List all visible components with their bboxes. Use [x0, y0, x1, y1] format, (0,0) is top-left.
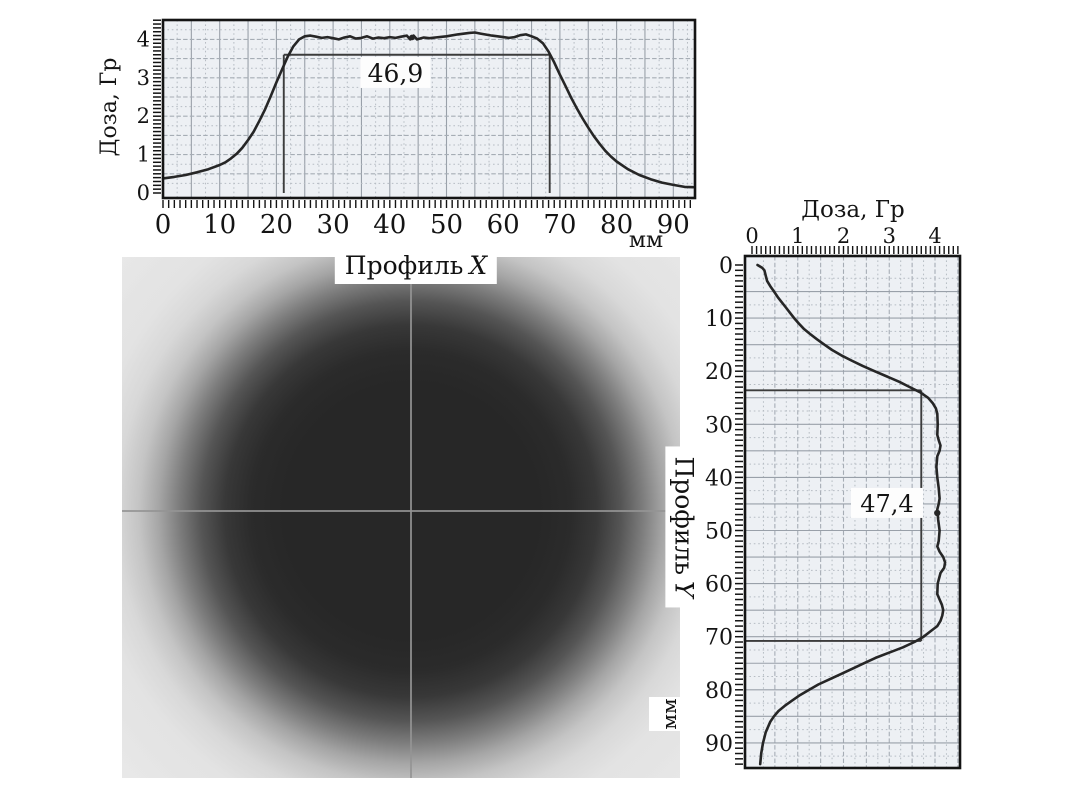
axes-y-chart [735, 246, 962, 770]
svg-text:60: 60 [487, 210, 520, 240]
annotation-46-9: 46,9 [360, 56, 431, 88]
svg-text:90: 90 [705, 732, 733, 757]
svg-text:20: 20 [705, 360, 733, 385]
dose-curve-y [756, 263, 947, 766]
svg-text:46,9: 46,9 [368, 59, 424, 88]
svg-text:47,4: 47,4 [860, 490, 913, 518]
dose-curve-x [161, 31, 695, 189]
svg-text:30: 30 [317, 210, 350, 240]
crosshair-horizontal-line [122, 510, 680, 512]
svg-text:2: 2 [837, 224, 850, 248]
svg-text:10: 10 [203, 210, 236, 240]
svg-text:30: 30 [705, 413, 733, 438]
svg-text:80: 80 [600, 210, 633, 240]
svg-text:Доза, Гр: Доза, Гр [801, 197, 904, 223]
annotation-47-4: 47,4 [850, 487, 923, 518]
mm-unit-label-right-chart: мм [649, 697, 689, 731]
svg-text:4: 4 [928, 224, 941, 248]
svg-text:3: 3 [883, 224, 896, 248]
dose-film-image: Профиль X ПрофильY [122, 251, 699, 778]
svg-text:20: 20 [260, 210, 293, 240]
tick-labels-x-chart: 0 10 20 30 40 50 60 70 80 90 0 1 2 3 4 мм Доза, Гр [97, 27, 690, 253]
svg-text:10: 10 [705, 307, 733, 332]
svg-text:0: 0 [745, 224, 758, 248]
svg-text:Доза, Гр: Доза, Гр [97, 58, 122, 157]
svg-text:3: 3 [137, 66, 150, 90]
svg-text:0: 0 [719, 254, 733, 279]
svg-text:60: 60 [705, 573, 733, 598]
svg-text:70: 70 [705, 626, 733, 651]
profile-x-chart: 0 10 20 30 40 50 60 70 80 90 0 1 2 3 4 мм Доза, Гр 46,9 [97, 18, 697, 253]
svg-text:0: 0 [155, 210, 172, 240]
svg-text:50: 50 [705, 520, 733, 545]
profile-y-label-text: Профиль [669, 456, 699, 576]
svg-text:1: 1 [791, 224, 804, 248]
svg-text:40: 40 [373, 210, 406, 240]
axes-x-chart [153, 18, 697, 208]
svg-text:40: 40 [705, 466, 733, 491]
svg-text:4: 4 [137, 27, 150, 51]
svg-text:80: 80 [705, 679, 733, 704]
crosshair-vertical-line [410, 257, 412, 778]
svg-text:70: 70 [543, 210, 576, 240]
profile-x-label-text: Профиль [344, 251, 464, 280]
svg-text:90: 90 [657, 210, 690, 240]
profile-y-label: Профиль Y [665, 446, 699, 608]
profile-x-label-var: X [469, 251, 488, 280]
svg-text:мм: мм [629, 228, 663, 253]
svg-text:2: 2 [137, 104, 150, 128]
profile-y-label-var: Y [669, 581, 699, 598]
svg-text:1: 1 [137, 143, 150, 167]
svg-text:0: 0 [137, 181, 150, 205]
profile-x-label: Профиль X [334, 251, 498, 284]
fwhm-measurement-x [282, 53, 551, 193]
svg-text:50: 50 [430, 210, 463, 240]
